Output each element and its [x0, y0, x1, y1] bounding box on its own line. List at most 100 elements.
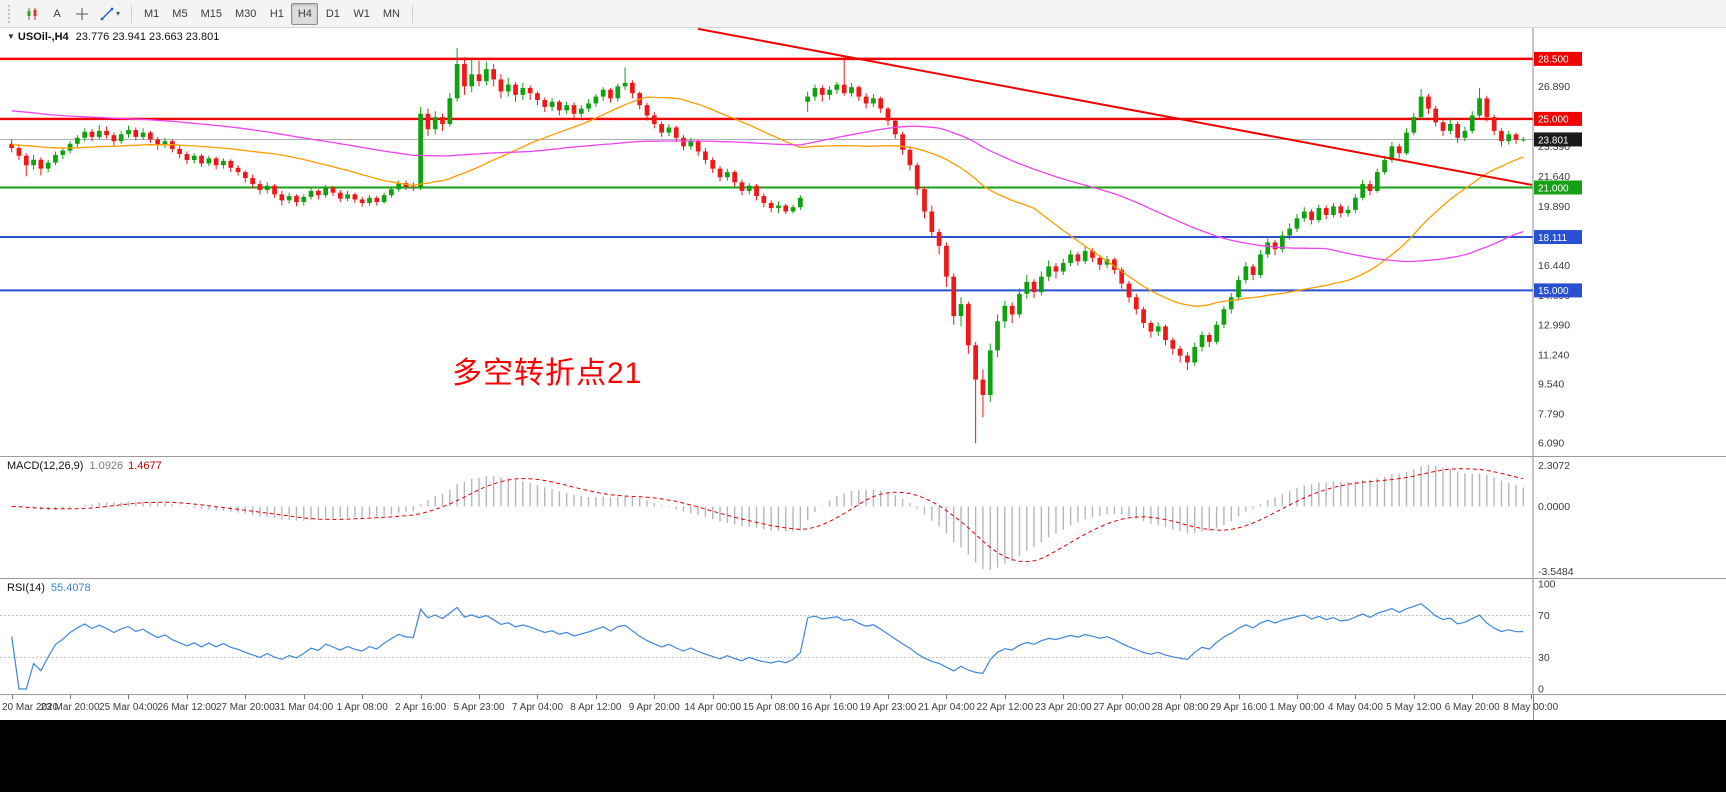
- rsi-panel: RSI(14) 55.4078 100 70 30 0: [0, 578, 1726, 694]
- time-tick: [829, 695, 831, 699]
- time-tick: [1296, 695, 1298, 699]
- candle-body: [724, 172, 730, 178]
- candle-body: [242, 172, 248, 179]
- candle-body: [177, 148, 182, 155]
- candle-body: [1353, 197, 1358, 210]
- candle-body: [965, 304, 971, 346]
- candlestick-chart-button[interactable]: [20, 3, 44, 25]
- crosshair-button[interactable]: [70, 3, 94, 25]
- toolbar-grip[interactable]: [8, 4, 15, 23]
- price-plot: [0, 28, 1533, 444]
- trendline-object[interactable]: [697, 28, 1533, 186]
- price-tick-label: 26.890: [1538, 81, 1570, 93]
- price-badge: [1534, 111, 1582, 126]
- candle-body: [308, 190, 314, 197]
- time-label: 6 May 20:00: [1444, 702, 1500, 713]
- timeframe-d1[interactable]: D1: [319, 3, 346, 25]
- candle-body: [1506, 134, 1512, 142]
- time-label: 16 Apr 16:00: [801, 702, 858, 713]
- draw-tools-button[interactable]: ▾: [95, 3, 125, 25]
- candle-body: [213, 158, 219, 166]
- time-tick: [128, 695, 130, 699]
- candle-body: [732, 172, 737, 183]
- time-tick: [11, 695, 13, 699]
- candle-body: [1141, 309, 1146, 323]
- candle-body: [717, 168, 723, 178]
- candle-body: [564, 105, 570, 111]
- candle-body: [337, 192, 343, 199]
- timeframe-h4[interactable]: H4: [291, 2, 319, 25]
- candle-body: [900, 134, 905, 150]
- candle-body: [819, 88, 825, 95]
- candle-body: [206, 158, 212, 164]
- candle-body: [1491, 117, 1497, 131]
- candle-body: [31, 159, 36, 166]
- time-label: 8 May 00:00: [1503, 702, 1559, 713]
- candle-body: [316, 190, 321, 196]
- timeframe-mn[interactable]: MN: [377, 3, 406, 25]
- rsi-scale-label: 0: [1538, 684, 1544, 695]
- toolbar: A ▾ M1 M5 M15 M30 H1 H4 D1 W1 MN: [0, 0, 1726, 28]
- candle-body: [600, 89, 606, 97]
- candle-body: [1265, 242, 1271, 255]
- candle-body: [666, 127, 672, 133]
- candle-body: [133, 130, 139, 137]
- time-label: 5 Apr 23:00: [453, 702, 505, 713]
- timeframe-m5[interactable]: M5: [166, 3, 193, 25]
- candle-body: [973, 345, 978, 380]
- candle-body: [578, 108, 584, 114]
- candle-body: [1068, 254, 1073, 263]
- time-tick: [1121, 695, 1123, 699]
- rsi-chart[interactable]: 100 70 30 0: [0, 579, 1726, 694]
- candle-body: [1484, 98, 1490, 118]
- candle-body: [798, 197, 803, 208]
- time-label: 1 Apr 08:00: [336, 702, 388, 713]
- candle-body: [447, 98, 453, 125]
- timeframe-m1[interactable]: M1: [138, 3, 165, 25]
- candle-body: [359, 199, 365, 203]
- timeframe-w1[interactable]: W1: [347, 3, 376, 25]
- candle-body: [644, 105, 650, 116]
- candle-body: [549, 101, 555, 107]
- candle-body: [264, 185, 270, 191]
- bottom-filler: [0, 720, 1726, 792]
- candle-body: [1148, 322, 1154, 332]
- time-axis[interactable]: 20 Mar 2020 23 Mar 20:00 25 Mar 04:00 26 Ma…: [0, 694, 1726, 720]
- candle-body: [586, 103, 591, 109]
- time-tick: [712, 695, 714, 699]
- timeframe-m15[interactable]: M15: [195, 3, 228, 25]
- price-chart[interactable]: 26.89023.39021.64019.89016.44014.69012.9…: [0, 28, 1726, 456]
- macd-scale-label: -3.5484: [1538, 566, 1574, 578]
- candle-body: [1170, 340, 1176, 349]
- candle-body: [557, 101, 562, 111]
- axis-corner-line: [1533, 695, 1534, 720]
- candle-body: [1331, 206, 1336, 215]
- candle-body: [155, 139, 161, 146]
- time-tick: [654, 695, 656, 699]
- candle-body: [1272, 242, 1278, 250]
- candle-body: [1090, 250, 1095, 258]
- rsi-line: [11, 603, 1524, 690]
- candle-body: [60, 150, 66, 155]
- timeframe-m30[interactable]: M30: [229, 3, 262, 25]
- time-tick: [1004, 695, 1006, 699]
- text-tool-button[interactable]: A: [45, 3, 69, 25]
- timeframe-h1[interactable]: H1: [263, 3, 290, 25]
- time-tick: [1063, 695, 1065, 699]
- candle-body: [608, 89, 613, 99]
- candle-body: [834, 84, 840, 90]
- candle-body: [1046, 266, 1052, 277]
- time-label: 2 Apr 16:00: [395, 702, 447, 713]
- candle-body: [1075, 254, 1081, 262]
- candle-body: [1236, 280, 1241, 298]
- candle-body: [1199, 334, 1205, 347]
- candle-body: [527, 88, 533, 94]
- candle-body: [469, 74, 475, 87]
- time-label: 27 Apr 00:00: [1093, 702, 1151, 713]
- candle-body: [96, 130, 102, 137]
- candle-body: [520, 88, 526, 95]
- candle-body: [1039, 276, 1044, 293]
- candle-body: [1301, 211, 1307, 219]
- candle-body: [1389, 146, 1395, 161]
- macd-chart[interactable]: 2.3072 0.0000 -3.5484: [0, 457, 1726, 578]
